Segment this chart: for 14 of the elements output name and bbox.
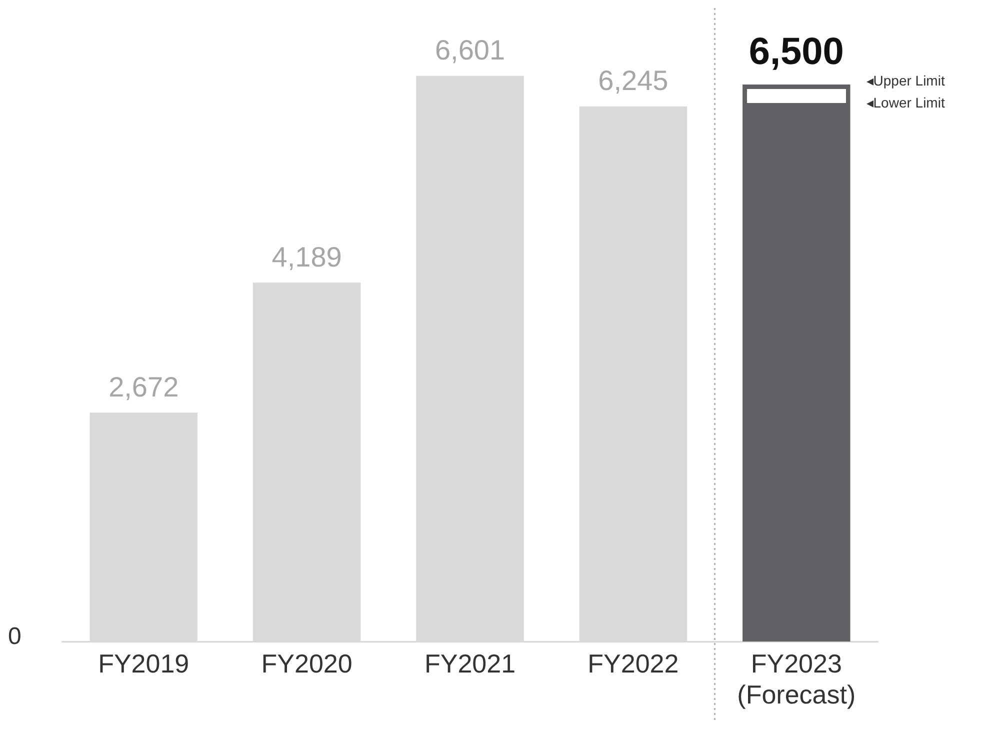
x-tick-label: FY2022 — [588, 648, 679, 678]
bar — [742, 84, 850, 642]
annotation: ◂Lower Limit — [866, 94, 945, 110]
annotation: ◂Upper Limit — [866, 72, 945, 88]
x-tick-label: FY2021 — [424, 648, 516, 678]
x-tick-label: FY2019 — [98, 648, 190, 678]
data-label: 6,245 — [598, 65, 668, 96]
data-label: 6,601 — [434, 34, 506, 66]
x-tick-label: FY2023 (Forecast) — [737, 648, 856, 710]
data-label: 6,500 — [748, 31, 844, 74]
data-label: 2,672 — [108, 371, 179, 402]
x-tick-label: FY2020 — [261, 648, 352, 678]
text: 0 — [8, 623, 22, 650]
data-label: 4,189 — [272, 241, 342, 272]
